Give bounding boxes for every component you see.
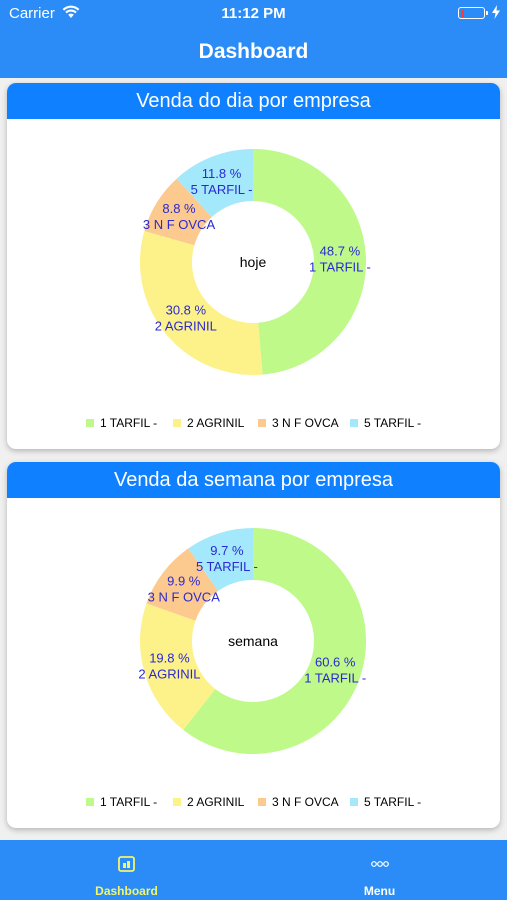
legend-entry: 3 N F OVCA (272, 416, 339, 430)
slice-name-label: 3 N F OVCA (148, 589, 221, 604)
card-title: Venda da semana por empresa (7, 462, 500, 498)
legend-swatch (86, 798, 94, 806)
pie-slice (144, 178, 212, 246)
charging-bolt-icon (492, 5, 500, 19)
legend-swatch (258, 798, 266, 806)
chart-center-label: semana (228, 633, 278, 649)
slice-value-label: 48.7 % (320, 243, 361, 258)
pie-slice (140, 603, 216, 730)
pie-slice (188, 528, 253, 591)
slice-value-label: 11.8 % (202, 166, 242, 181)
slice-name-label: 2 AGRINIL (138, 666, 200, 681)
slice-name-label: 1 TARFIL - (304, 670, 366, 685)
card-title: Venda do dia por empresa (7, 83, 500, 119)
dashboard-icon (118, 856, 135, 872)
status-bar: Carrier 11:12 PM (0, 0, 507, 28)
slice-value-label: 8.8 % (162, 201, 196, 216)
slice-value-label: 60.6 % (315, 654, 356, 669)
legend-entry: 1 TARFIL - (100, 416, 157, 430)
legend-entry: 2 AGRINIL (187, 416, 245, 430)
legend-swatch (173, 798, 181, 806)
tab-menu[interactable]: Menu (253, 840, 506, 900)
legend-swatch (350, 798, 358, 806)
slice-name-label: 5 TARFIL - (191, 182, 253, 197)
slice-name-label: 2 AGRINIL (155, 318, 217, 333)
pie-slice (176, 149, 253, 217)
legend-entry: 5 TARFIL - (364, 416, 421, 430)
slice-name-label: 3 N F OVCA (143, 217, 216, 232)
legend-swatch (173, 419, 181, 427)
battery-level (460, 9, 465, 17)
battery-icon (458, 7, 488, 19)
pie-slice (139, 231, 263, 375)
slice-name-label: 1 TARFIL - (309, 259, 371, 274)
pie-slice (253, 149, 366, 375)
slice-value-label: 9.9 % (167, 573, 201, 588)
weekly-sales-card: Venda da semana por empresa semana 60.6 %… (7, 462, 500, 828)
legend-entry: 1 TARFIL - (100, 795, 157, 809)
legend-swatch (350, 419, 358, 427)
slice-value-label: 30.8 % (166, 302, 207, 317)
legend-entry: 3 N F OVCA (272, 795, 339, 809)
legend-swatch (258, 419, 266, 427)
pie-slice (146, 548, 219, 621)
slice-value-label: 9.7 % (210, 543, 244, 558)
slice-name-label: 5 TARFIL - (196, 559, 258, 574)
clock: 11:12 PM (221, 5, 286, 22)
carrier-name: Carrier (9, 5, 55, 22)
legend-entry: 2 AGRINIL (187, 795, 245, 809)
more-dots-icon (371, 861, 389, 867)
legend-entry: 5 TARFIL - (364, 795, 421, 809)
pie-slice (183, 528, 367, 754)
slice-value-label: 19.8 % (149, 650, 190, 665)
tab-label: Menu (363, 884, 396, 898)
tab-bar: Dashboard Menu (0, 840, 507, 900)
page-title: Dashboard (198, 40, 309, 63)
tab-label: Dashboard (95, 884, 158, 898)
chart-center-label: hoje (240, 254, 267, 270)
tab-dashboard[interactable]: Dashboard (0, 840, 253, 900)
daily-sales-card: Venda do dia por empresa hoje 48.7 % 1 TAR… (7, 83, 500, 449)
navigation-bar: Dashboard (0, 28, 507, 78)
wifi-icon (62, 5, 80, 18)
legend-swatch (86, 419, 94, 427)
